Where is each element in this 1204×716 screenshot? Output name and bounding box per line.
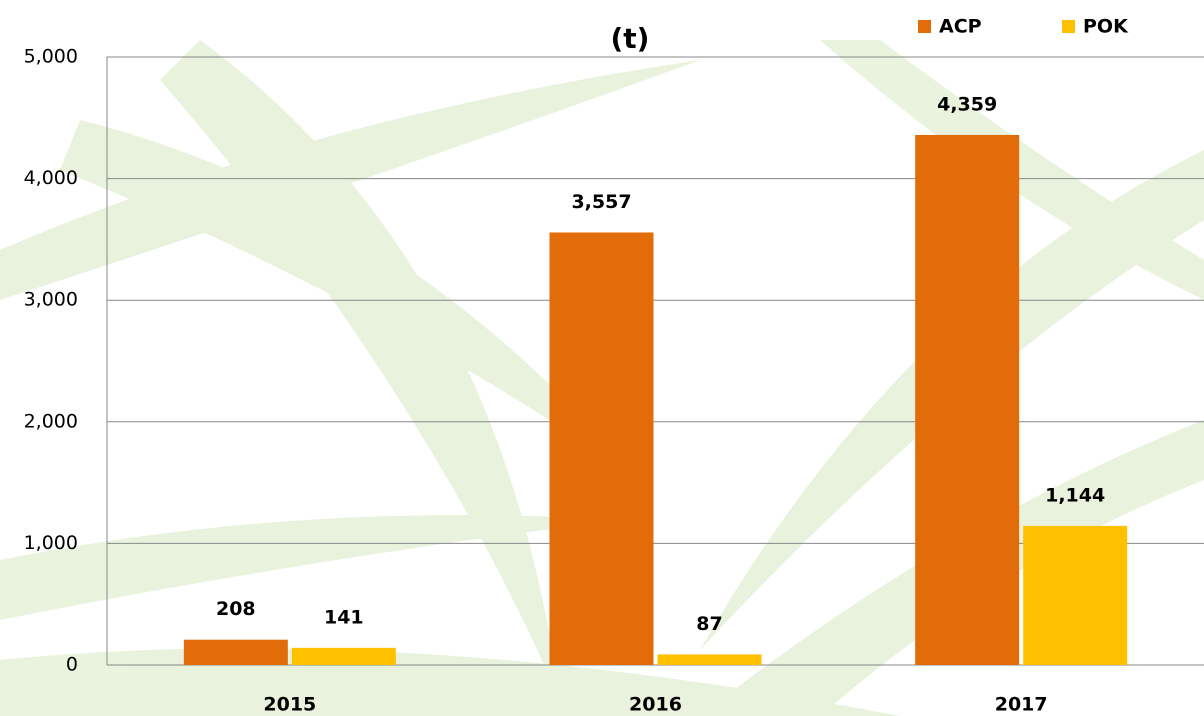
- x-tick-label: 2017: [995, 694, 1048, 716]
- y-tick-label: 4,000: [24, 167, 78, 189]
- bar: [1023, 525, 1128, 665]
- bar: [915, 134, 1020, 665]
- y-tick-label: 1,000: [24, 532, 78, 554]
- chart-title: (t): [611, 22, 650, 55]
- data-label: 208: [216, 598, 256, 620]
- x-tick-label: 2016: [629, 694, 682, 716]
- data-label: 4,359: [937, 93, 997, 115]
- bar: [657, 654, 762, 665]
- bar: [291, 647, 396, 665]
- data-label: 3,557: [571, 191, 631, 213]
- y-tick-label: 3,000: [24, 289, 78, 311]
- bar: [183, 639, 288, 665]
- bar: [549, 232, 654, 665]
- x-tick-label: 2015: [263, 694, 316, 716]
- y-tick-label: 2,000: [24, 410, 78, 432]
- legend-swatch: [918, 20, 931, 33]
- legend-label: ACP: [939, 16, 982, 38]
- y-tick-label: 5,000: [24, 46, 78, 68]
- data-label: 141: [324, 606, 364, 628]
- data-label: 87: [696, 613, 722, 635]
- y-tick-label: 0: [66, 654, 78, 676]
- legend-label: POK: [1083, 16, 1129, 38]
- legend-swatch: [1062, 20, 1075, 33]
- data-label: 1,144: [1045, 484, 1105, 506]
